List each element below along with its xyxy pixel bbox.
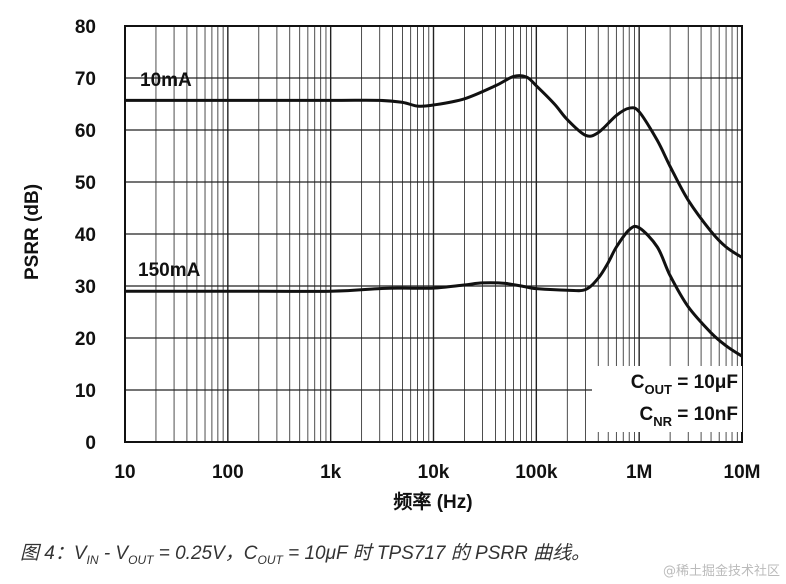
x-tick-label: 100 <box>212 462 244 483</box>
y-tick-label: 80 <box>75 17 96 38</box>
y-tick-label: 10 <box>75 381 96 402</box>
y-tick-label: 20 <box>75 329 96 350</box>
capacitor-note: COUT = 10μF CNR = 10nF <box>592 366 742 432</box>
cnr-note: CNR = 10nF <box>639 404 738 429</box>
y-tick-label: 60 <box>75 121 96 142</box>
x-tick-label: 100k <box>515 462 558 483</box>
x-tick-label: 10k <box>418 462 450 483</box>
y-axis-title: PSRR (dB) <box>22 184 43 280</box>
data-series <box>124 74 743 358</box>
y-tick-label: 30 <box>75 277 96 298</box>
tick-labels: 0 10 20 30 40 50 60 70 80 10 100 1k 10k 100k 1M 10M <box>75 17 761 483</box>
series-line-10ma <box>124 74 743 259</box>
series-label-10ma: 10mA <box>140 70 192 91</box>
grid-lines <box>124 25 743 443</box>
series-line-150ma <box>124 224 743 358</box>
y-tick-label: 50 <box>75 173 96 194</box>
plot-frame <box>124 25 743 443</box>
series-label-150ma: 150mA <box>138 260 201 281</box>
figure-caption: 图 4：VIN - VOUT = 0.25V，COUT = 10μF 时 TPS… <box>20 543 591 567</box>
psrr-chart: 0 10 20 30 40 50 60 70 80 10 100 1k 10k 100k 1M 10M PSR… <box>22 17 761 513</box>
x-tick-label: 1k <box>320 462 342 483</box>
x-axis-title: 频率 (Hz) <box>393 490 472 513</box>
x-tick-label: 1M <box>626 462 652 483</box>
y-tick-label: 0 <box>85 433 96 454</box>
y-tick-label: 40 <box>75 225 96 246</box>
watermark: @稀土掘金技术社区 <box>662 564 780 579</box>
y-tick-label: 70 <box>75 69 96 90</box>
x-tick-label: 10M <box>724 462 761 483</box>
cout-note: COUT = 10μF <box>631 372 738 397</box>
x-tick-label: 10 <box>114 462 135 483</box>
